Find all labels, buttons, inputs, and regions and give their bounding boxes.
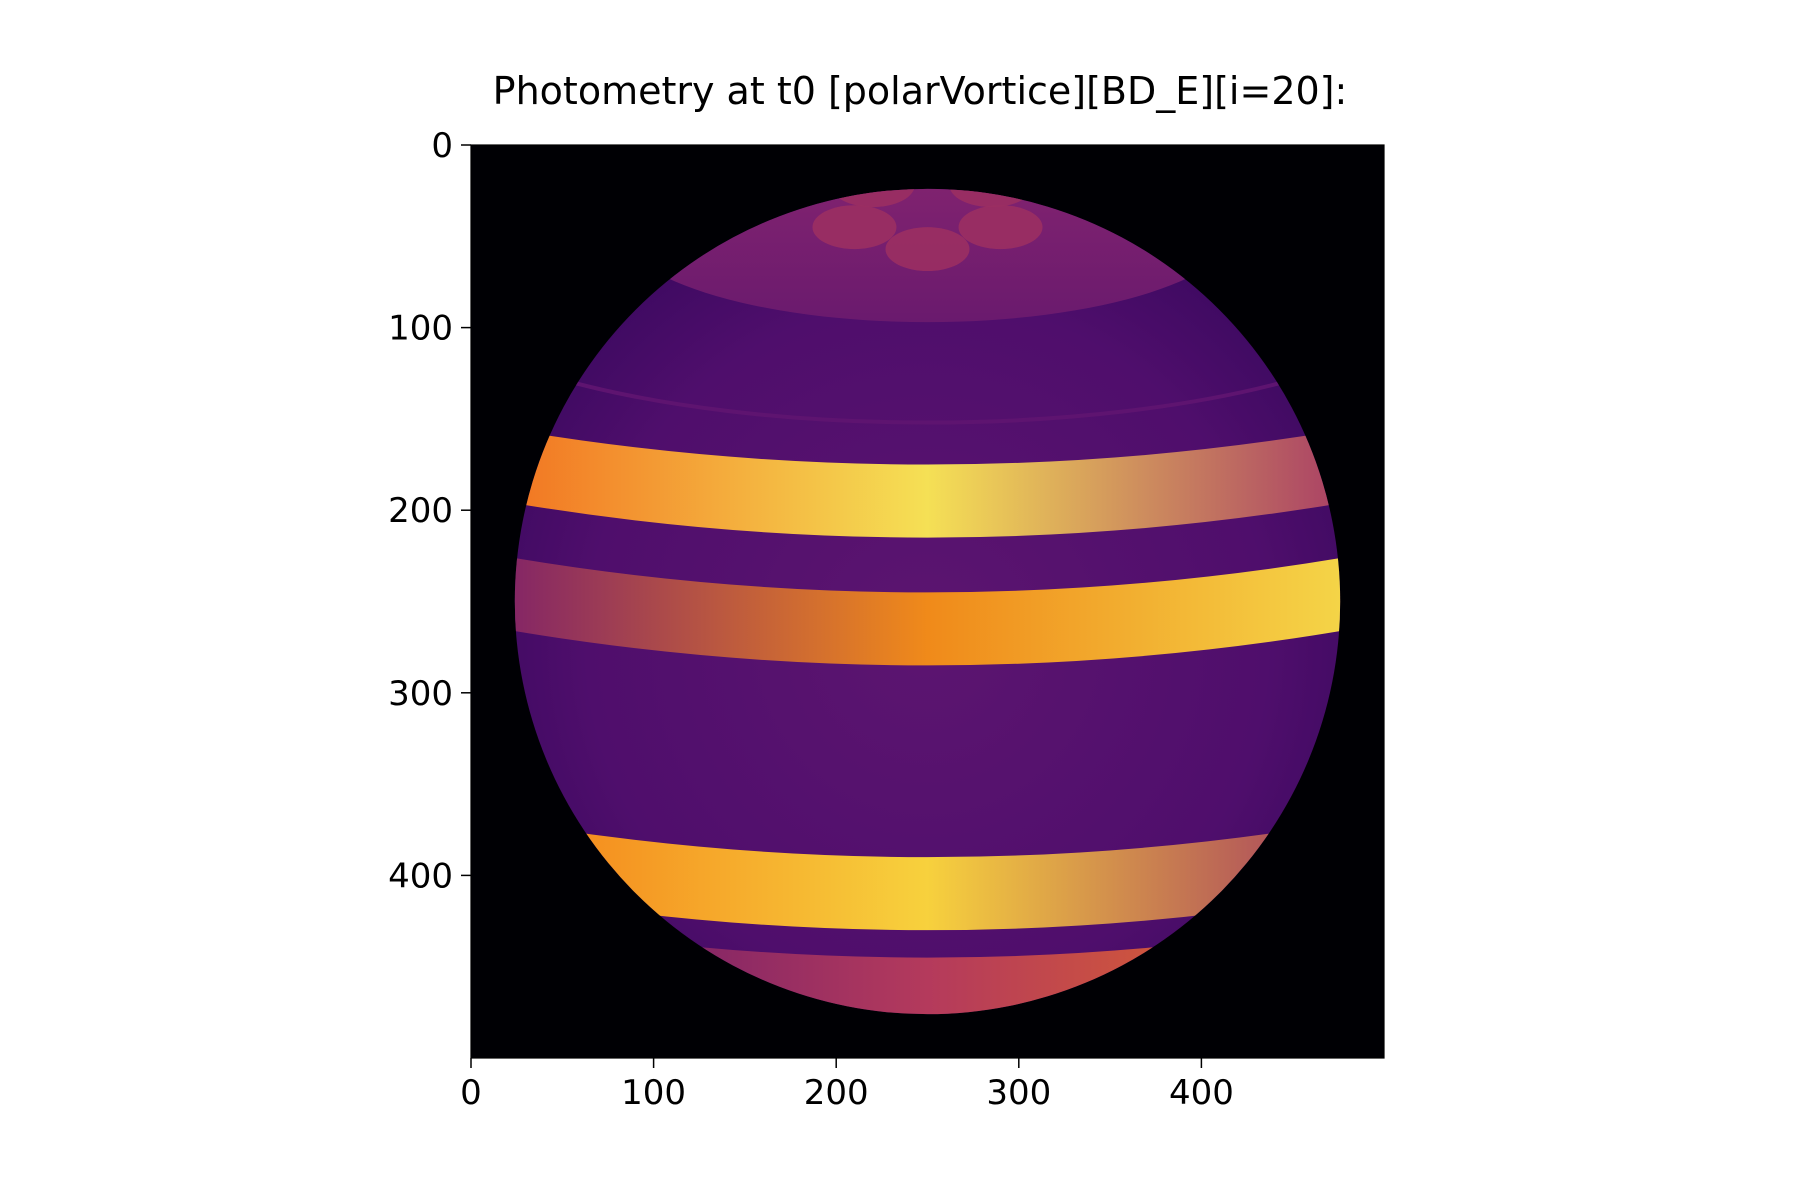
vortex: [812, 205, 897, 250]
cloud-band: [514, 815, 1341, 931]
x-axis: 0 100 200 300 400: [460, 1058, 1234, 1113]
x-tick-label: 200: [804, 1073, 869, 1113]
vortex: [885, 227, 970, 271]
image-axes: [470, 144, 1385, 1059]
x-tick-label: 400: [1169, 1073, 1234, 1113]
y-tick-label: 100: [388, 309, 453, 349]
vortex: [830, 188, 915, 208]
cloud-band: [514, 550, 1341, 666]
y-axis: 0 100 200 300 400: [388, 126, 471, 896]
cap-ring: [514, 188, 1341, 425]
y-tick-label: 400: [388, 856, 453, 896]
vortex: [958, 205, 1043, 250]
y-tick-label: 200: [388, 491, 453, 531]
axes-frame: [470, 144, 1385, 1059]
y-tick-label: 300: [388, 674, 453, 714]
planet-sphere: [514, 188, 1341, 1015]
x-tick-label: 100: [621, 1073, 686, 1113]
x-tick-label: 0: [460, 1073, 482, 1113]
cloud-band: [514, 422, 1341, 538]
polar-cap: [613, 188, 1242, 323]
y-tick-label: 0: [431, 126, 453, 166]
chart-title: Photometry at t0 [polarVortice][BD_E][i=…: [493, 69, 1348, 113]
x-tick-label: 300: [986, 1073, 1051, 1113]
